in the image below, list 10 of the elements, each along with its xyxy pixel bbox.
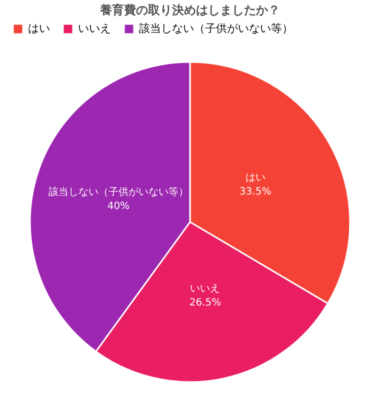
legend-label: いいえ <box>78 22 111 35</box>
data-label: 40% <box>107 200 130 212</box>
legend-label: はい <box>28 22 50 35</box>
data-label: 33.5% <box>239 186 272 198</box>
legend-label: 該当しない（子供がいない等） <box>139 22 293 35</box>
data-label: 26.5% <box>189 298 222 309</box>
slice-label: いいえ <box>190 284 220 295</box>
slice-label: 該当しない（子供がいない等） <box>48 186 188 198</box>
slice-label: はい <box>245 172 266 184</box>
chart-title: 養育費の取り決めはしましたか？ <box>99 3 280 17</box>
